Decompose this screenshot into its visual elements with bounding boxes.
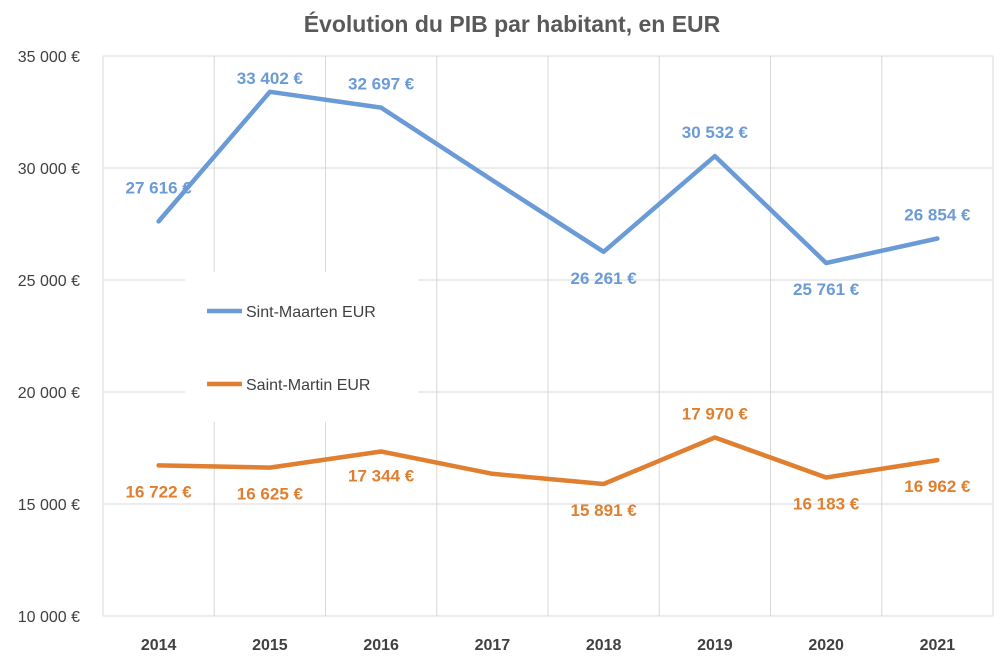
y-tick-label: 20 000 €	[18, 385, 80, 402]
data-label: 16 183 €	[793, 495, 860, 514]
x-tick-label: 2016	[363, 637, 399, 654]
series-line-0	[156, 89, 940, 266]
data-label: 27 616 €	[126, 178, 193, 197]
x-tick-label: 2021	[920, 637, 956, 654]
data-label: 16 962 €	[904, 477, 971, 496]
data-label: 32 697 €	[348, 75, 415, 94]
data-label: 16 722 €	[126, 482, 193, 501]
y-tick-label: 25 000 €	[18, 273, 80, 290]
chart-title: Évolution du PIB par habitant, en EUR	[304, 10, 721, 37]
data-label: 17 970 €	[682, 404, 749, 423]
data-label: 25 761 €	[793, 280, 860, 299]
legend-background	[185, 272, 418, 422]
legend-label: Sint-Maarten EUR	[246, 304, 376, 321]
x-tick-label: 2019	[697, 637, 733, 654]
x-axis-ticks: 2014 2015 2016 2017 2018 2019 2020 2021	[141, 637, 955, 654]
x-tick-label: 2017	[475, 637, 511, 654]
x-tick-label: 2018	[586, 637, 622, 654]
x-tick-label: 2014	[141, 637, 177, 654]
data-label: 15 891 €	[571, 501, 638, 520]
y-tick-label: 35 000 €	[18, 49, 80, 66]
legend: Sint-Maarten EUR Saint-Martin EUR	[185, 272, 418, 422]
data-label: 33 402 €	[237, 69, 304, 88]
y-tick-label: 30 000 €	[18, 161, 80, 178]
series-line-1	[156, 435, 940, 487]
data-label: 17 344 €	[348, 466, 415, 485]
gridlines	[102, 55, 994, 617]
legend-label: Saint-Martin EUR	[246, 377, 370, 394]
data-label: 26 261 €	[571, 269, 638, 288]
x-tick-label: 2015	[252, 637, 288, 654]
data-label: 26 854 €	[904, 205, 971, 224]
series-lines	[156, 89, 940, 487]
y-tick-label: 10 000 €	[18, 609, 80, 626]
data-labels: 27 616 € 33 402 € 32 697 € 26 261 € 30 532 €…	[126, 69, 971, 520]
data-label: 16 625 €	[237, 485, 304, 504]
x-tick-label: 2020	[808, 637, 844, 654]
y-axis-ticks: 10 000 € 15 000 € 20 000 € 25 000 € 30 000 €…	[18, 49, 80, 626]
y-tick-label: 15 000 €	[18, 497, 80, 514]
data-label: 30 532 €	[682, 123, 749, 142]
